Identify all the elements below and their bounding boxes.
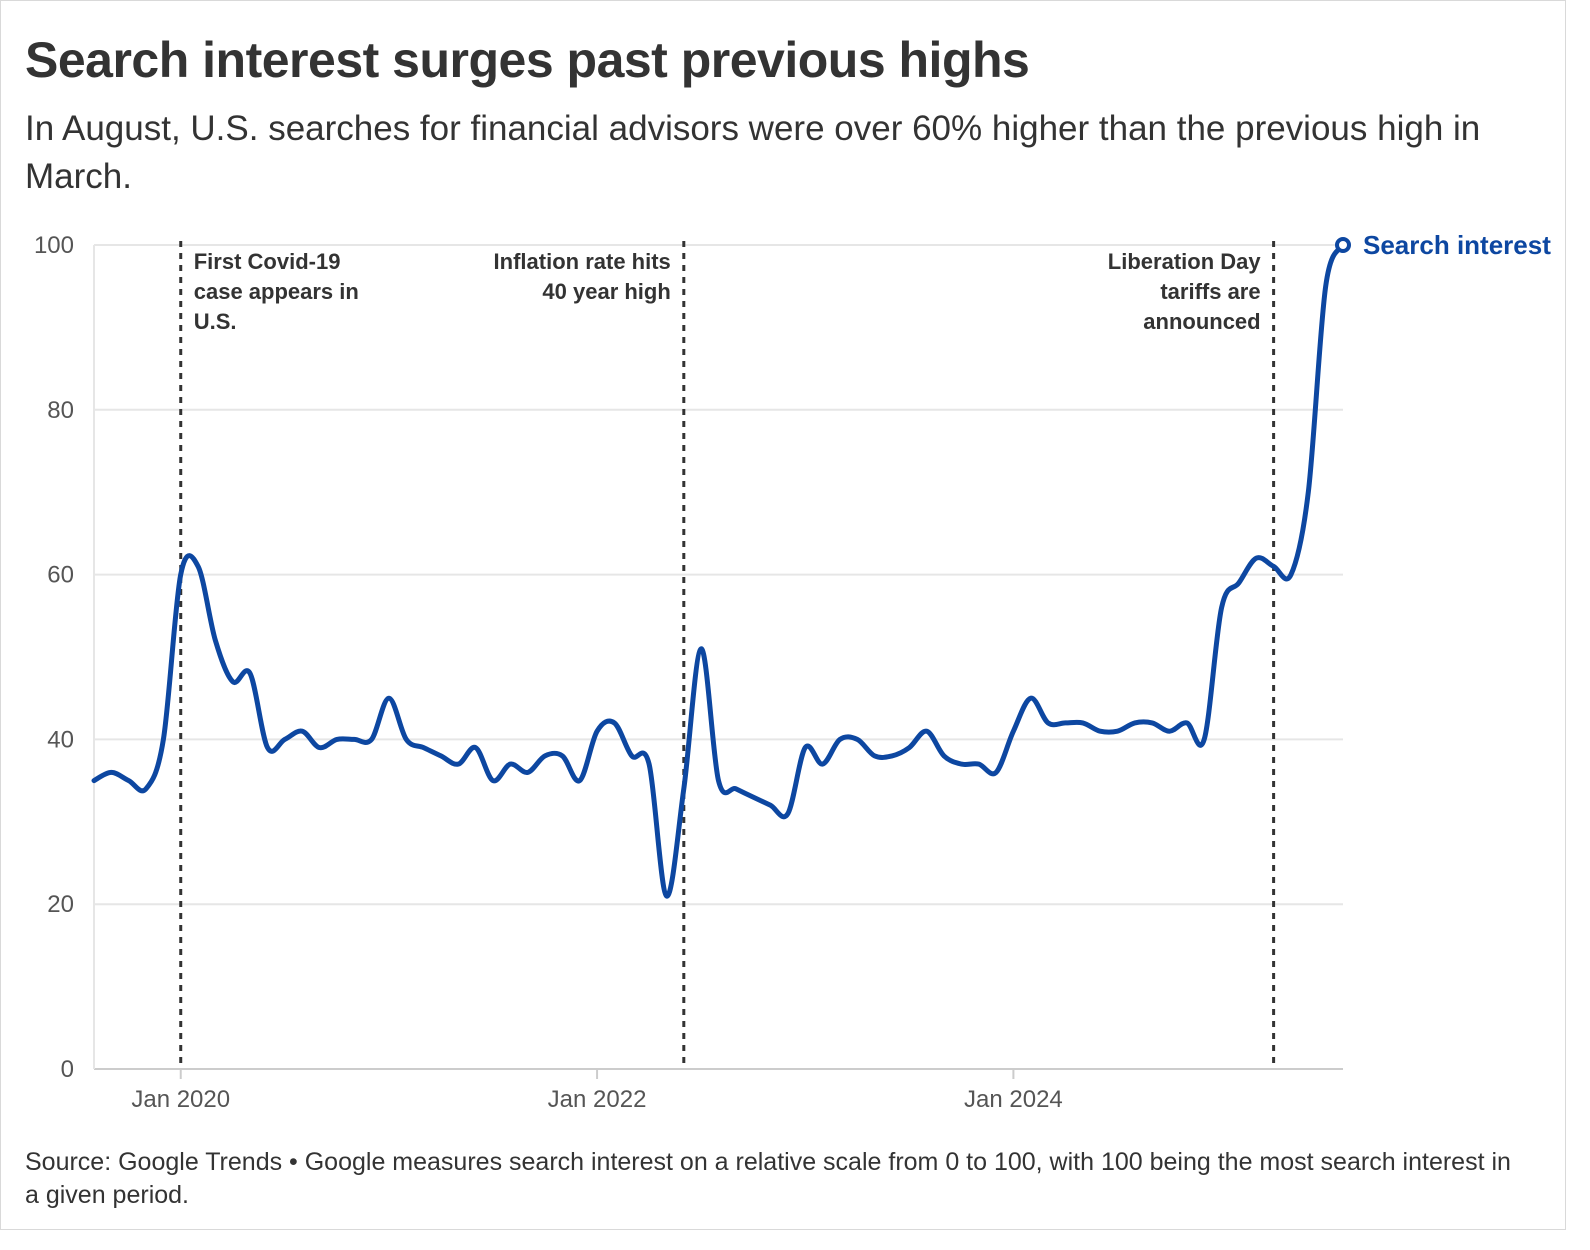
y-axis-ticks: 0 20 40 60 80 100 [34, 232, 74, 1083]
annotation-label-1: case appears in [194, 279, 359, 304]
gridlines [93, 244, 1343, 1070]
event-annotations: First Covid-19 case appears in U.S. Inflati… [179, 241, 1276, 1069]
series-end-point [1335, 237, 1351, 253]
chart-title: Search interest surges past previous hig… [25, 32, 1030, 88]
annotation-label-2: Inflation rate hits [494, 249, 671, 274]
annotation-label-3: Liberation Day [1108, 249, 1262, 274]
annotation-label-2: 40 year high [542, 279, 670, 304]
x-axis-ticks: Jan 2020 Jan 2022 Jan 2024 [131, 1069, 1063, 1113]
y-tick-label: 40 [47, 726, 74, 753]
line-chart: 0 20 40 60 80 100 Jan 2020 Jan 2022 Jan 2024 Fi… [34, 230, 1551, 1113]
x-tick-label: Jan 2024 [964, 1086, 1063, 1113]
x-tick-label: Jan 2020 [131, 1086, 230, 1113]
y-tick-label: 20 [47, 891, 74, 918]
annotation-label-1: U.S. [194, 309, 237, 334]
series-end-label: Search interest [1363, 230, 1551, 260]
y-tick-label: 60 [47, 562, 74, 589]
chart-subtitle: In August, U.S. searches for financial a… [25, 109, 1481, 196]
x-tick-label: Jan 2022 [548, 1086, 647, 1113]
annotation-label-1: First Covid-19 [194, 249, 341, 274]
series-line-search-interest [91, 242, 1346, 899]
y-tick-label: 100 [34, 232, 74, 259]
y-tick-label: 80 [47, 397, 74, 424]
chart-frame: Search interest surges past previous hig… [0, 0, 1566, 1230]
chart-footer-source: Source: Google Trends • Google measures … [25, 1148, 1511, 1209]
annotation-label-3: announced [1143, 309, 1260, 334]
annotation-label-3: tariffs are [1160, 279, 1260, 304]
y-tick-label: 0 [61, 1056, 74, 1083]
series-layer: Search interest [91, 230, 1551, 899]
